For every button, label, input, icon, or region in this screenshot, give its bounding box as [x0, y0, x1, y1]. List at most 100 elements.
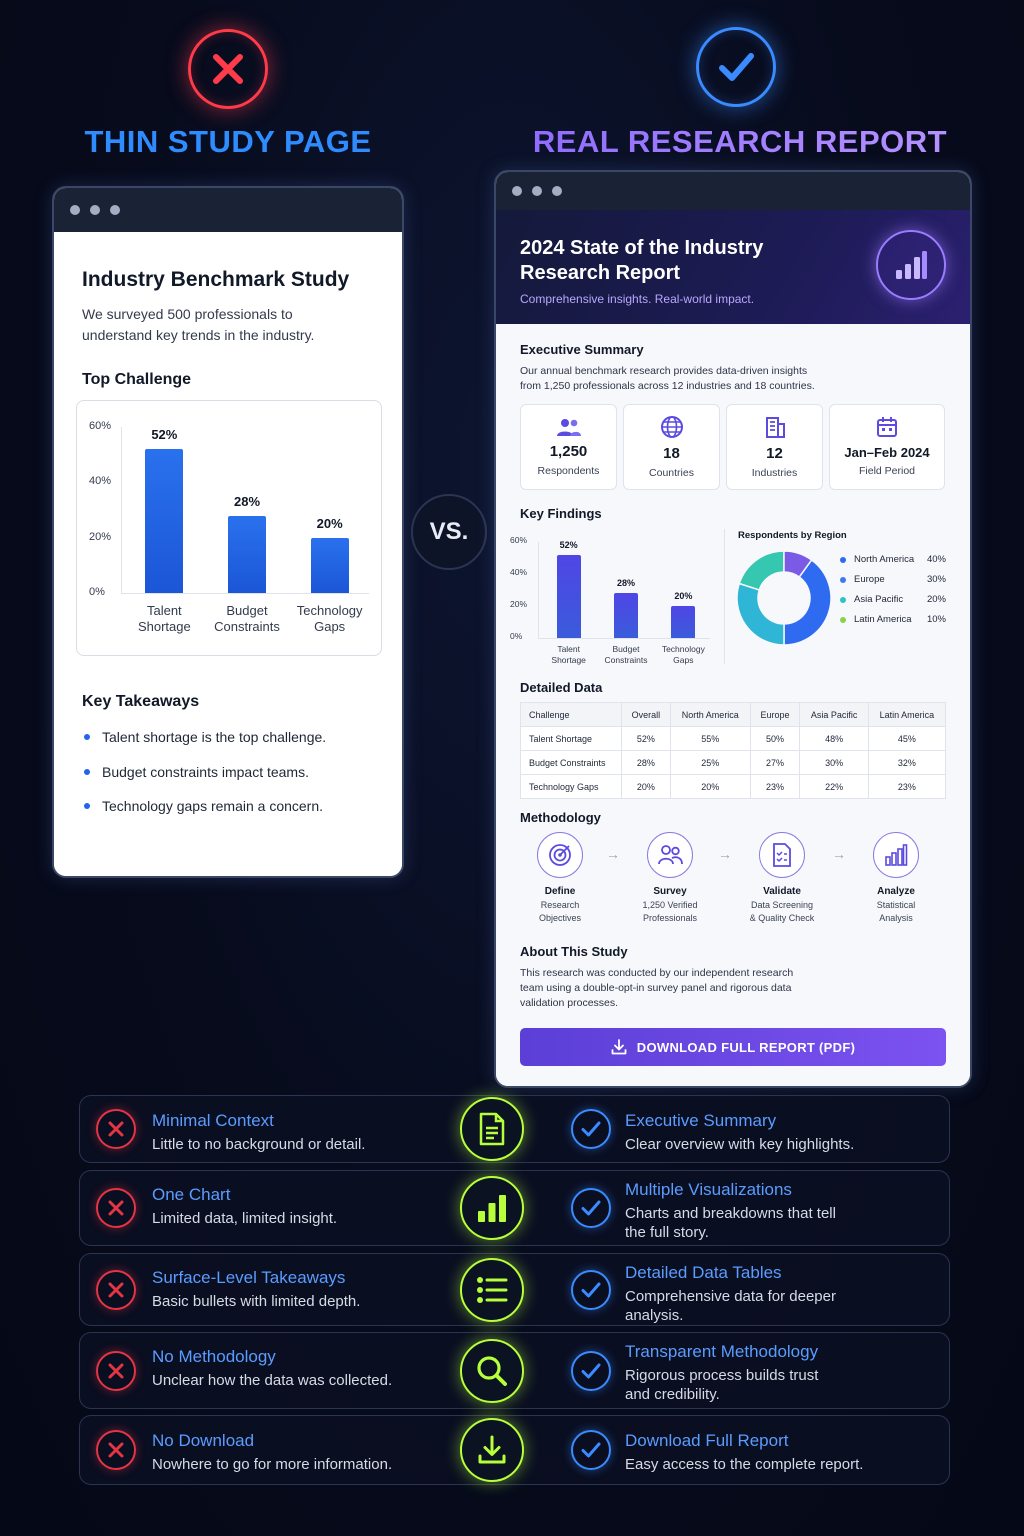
stat-card-industries: 12 Industries: [726, 404, 823, 490]
table-header: Latin America: [867, 702, 947, 727]
takeaways-heading: Key Takeaways: [82, 693, 200, 710]
about-text-line: This research was conducted by our indep…: [520, 967, 794, 979]
comparison-row: Minimal Context Little to no background …: [79, 1095, 950, 1163]
y-axis-line: [121, 427, 122, 593]
magnifier-icon: [460, 1338, 524, 1403]
table-cell: 23%: [867, 774, 947, 799]
legend-swatch: [840, 616, 846, 623]
improvement-title: Detailed Data Tables: [625, 1263, 782, 1282]
improvement-desc: Rigorous process builds trust and credib…: [625, 1366, 818, 1404]
x-circle-icon: [96, 1269, 136, 1310]
comparison-row: No Methodology Unclear how the data was …: [79, 1332, 950, 1409]
about-heading: About This Study: [520, 944, 628, 959]
bar-data-label: 28%: [616, 578, 635, 589]
people-icon: [647, 832, 693, 878]
category-label: Talent Shortage: [137, 603, 191, 634]
study-desc-line: We surveyed 500 professionals to: [82, 306, 293, 322]
comparison-row: Surface-Level Takeaways Basic bullets wi…: [79, 1253, 950, 1326]
report-title-line: Research Report: [520, 262, 681, 284]
shortcoming-title: Surface-Level Takeaways: [152, 1268, 346, 1287]
category-label: Technology Gaps: [661, 644, 705, 665]
stat-label: Industries: [751, 467, 798, 479]
table-cell: 30%: [799, 750, 869, 775]
x-badge-icon: [188, 29, 268, 109]
methodology-heading: Methodology: [520, 810, 601, 825]
improvement-desc-line: Easy access to the complete report.: [625, 1456, 864, 1473]
bar-chart-icon: [873, 832, 919, 878]
stat-label: Respondents: [537, 465, 600, 477]
table-row: Budget Constraints 28% 25% 27% 30% 32%: [520, 750, 947, 775]
window-dot: [552, 186, 562, 196]
window-dot: [512, 186, 522, 196]
table-header: Overall: [620, 702, 671, 727]
improvement-title: Executive Summary: [625, 1111, 777, 1130]
stat-value: 12: [766, 445, 783, 462]
takeaway-item: Budget constraints impact teams.: [84, 764, 309, 780]
check-badge-icon: [696, 27, 776, 107]
window-dot: [70, 205, 80, 215]
top-challenge-chart: 0% 20% 40% 60% 52% Talent Shortage 28% Budget Con…: [76, 400, 382, 656]
check-circle-icon: [571, 1188, 611, 1228]
x-circle-icon: [96, 1188, 136, 1228]
window-titlebar: [54, 188, 402, 232]
bar-data-label: 52%: [559, 539, 578, 550]
y-axis-line: [538, 542, 539, 638]
method-sub: & Quality Check: [749, 913, 815, 923]
category-label: Talent Shortage: [551, 644, 586, 665]
method-sub: 1,250 Verified: [642, 900, 698, 910]
shortcoming-title: One Chart: [152, 1185, 231, 1204]
stat-value: 18: [663, 445, 680, 462]
y-tick-label: 60%: [89, 420, 112, 432]
key-findings-heading: Key Findings: [520, 506, 602, 521]
method-step-validate: Validate Data Screening & Quality Check: [734, 832, 830, 925]
method-title: Define: [544, 886, 576, 897]
legend-swatch: [840, 596, 846, 603]
method-sub: Professionals: [642, 913, 698, 923]
table-cell: 20%: [620, 774, 671, 799]
y-tick-label: 40%: [89, 475, 112, 488]
vs-badge: VS.: [411, 494, 487, 570]
bar-chart-icon: [876, 230, 946, 300]
y-tick-label: 0%: [510, 631, 523, 641]
table-cell: 52%: [620, 726, 671, 751]
detailed-data-heading: Detailed Data: [520, 680, 603, 695]
shortcoming-desc: Little to no background or detail.: [152, 1136, 366, 1153]
report-subtitle: Comprehensive insights. Real-world impac…: [520, 292, 755, 306]
about-text-line: validation processes.: [520, 997, 619, 1009]
improvement-title: Download Full Report: [625, 1431, 789, 1450]
bar-data-label: 28%: [233, 493, 261, 509]
x-circle-icon: [96, 1109, 136, 1149]
category-label: Budget Constraints: [604, 644, 648, 665]
improvement-desc-line: the full story.: [625, 1224, 709, 1241]
table-cell: 48%: [799, 726, 869, 751]
method-sub: Research: [540, 900, 580, 910]
download-report-button[interactable]: DOWNLOAD FULL REPORT (PDF): [520, 1028, 946, 1066]
chart-bar: [614, 593, 638, 638]
table-cell: 25%: [669, 750, 751, 775]
table-cell: Budget Constraints: [520, 750, 622, 775]
download-icon: [460, 1418, 524, 1482]
shortcoming-title: No Methodology: [152, 1347, 276, 1366]
exec-summary-text: Our annual benchmark research provides d…: [520, 364, 815, 394]
improvement-desc-line: and credibility.: [625, 1386, 720, 1403]
exec-text-line: from 1,250 professionals across 12 indus…: [520, 380, 815, 392]
method-step-survey: Survey 1,250 Verified Professionals: [622, 832, 718, 925]
table-cell: 32%: [867, 750, 947, 775]
report-hero: 2024 State of the Industry Research Repo…: [496, 210, 970, 324]
legend-item: Asia Pacific 20%: [840, 594, 946, 605]
legend-label: Latin America: [854, 614, 912, 625]
shortcoming-desc: Nowhere to go for more information.: [152, 1456, 393, 1473]
table-cell: 20%: [669, 774, 751, 799]
report-title-line: 2024 State of the Industry: [520, 237, 764, 259]
download-button-label: DOWNLOAD FULL REPORT (PDF): [636, 1039, 856, 1055]
stat-card-respondents: 1,250 Respondents: [520, 404, 617, 490]
chart-bar: [556, 554, 581, 638]
x-axis-line: [538, 638, 710, 639]
region-donut: [736, 550, 832, 646]
chart-divider: [724, 529, 725, 664]
table-row: Talent Shortage 52% 55% 50% 48% 45%: [520, 726, 947, 751]
y-tick-label: 20%: [510, 599, 528, 609]
chart-bar: [228, 515, 266, 593]
comparison-row: One Chart Limited data, limited insight.…: [79, 1170, 950, 1246]
study-desc-line: understand key trends in the industry.: [82, 327, 315, 343]
